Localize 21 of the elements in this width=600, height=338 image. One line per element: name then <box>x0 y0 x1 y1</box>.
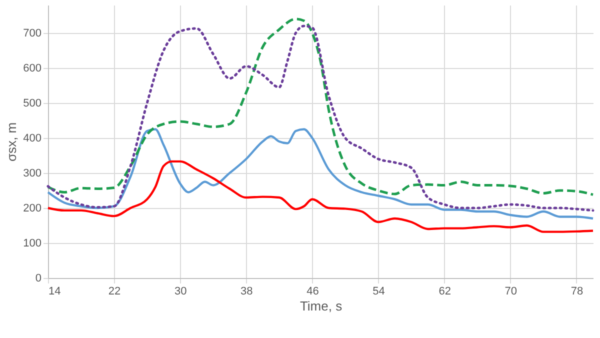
x-tick-label: 30 <box>174 286 187 298</box>
y-tick-label: 700 <box>23 28 42 40</box>
x-tick-label: 14 <box>48 286 61 298</box>
line-series <box>46 160 594 233</box>
x-tick-label: 78 <box>570 286 584 298</box>
y-axis-title: σsx, m <box>4 122 20 162</box>
y-tick-label: 400 <box>23 132 42 144</box>
x-tick-label: 38 <box>240 286 253 298</box>
y-tick-label: 200 <box>23 202 42 214</box>
y-tick-label: 300 <box>23 168 42 180</box>
x-tick-label: 70 <box>504 286 518 298</box>
x-axis-title: Time, s <box>300 298 343 314</box>
x-tick-label: 62 <box>438 286 451 298</box>
y-tick-label: 600 <box>23 62 42 74</box>
x-tick-label: 22 <box>108 286 121 298</box>
y-tick-label: 100 <box>23 238 42 250</box>
x-tick-label: 46 <box>306 286 319 298</box>
y-tick-label: 500 <box>23 98 42 110</box>
y-tick-label: 0 <box>35 272 42 284</box>
x-tick-label: 54 <box>372 286 385 298</box>
line-series <box>46 128 594 220</box>
